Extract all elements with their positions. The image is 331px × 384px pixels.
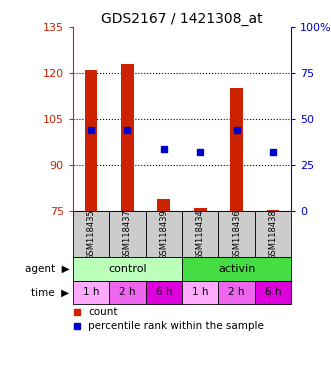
FancyBboxPatch shape bbox=[182, 211, 218, 257]
Text: GSM118439: GSM118439 bbox=[159, 209, 168, 260]
Bar bbox=[158, 199, 170, 211]
Text: count: count bbox=[88, 308, 118, 318]
Bar bbox=[85, 70, 97, 211]
FancyBboxPatch shape bbox=[146, 211, 182, 257]
Text: GSM118434: GSM118434 bbox=[196, 209, 205, 260]
Text: GSM118438: GSM118438 bbox=[268, 209, 278, 260]
FancyBboxPatch shape bbox=[73, 281, 109, 304]
Text: control: control bbox=[108, 264, 147, 274]
FancyBboxPatch shape bbox=[73, 257, 182, 281]
FancyBboxPatch shape bbox=[182, 257, 291, 281]
Bar bbox=[267, 210, 279, 211]
Bar bbox=[194, 208, 207, 211]
FancyBboxPatch shape bbox=[255, 281, 291, 304]
Text: GSM118436: GSM118436 bbox=[232, 209, 241, 260]
FancyBboxPatch shape bbox=[109, 211, 146, 257]
FancyBboxPatch shape bbox=[182, 281, 218, 304]
FancyBboxPatch shape bbox=[146, 281, 182, 304]
FancyBboxPatch shape bbox=[73, 211, 109, 257]
Text: activin: activin bbox=[218, 264, 255, 274]
Text: 2 h: 2 h bbox=[228, 287, 245, 297]
Text: GSM118437: GSM118437 bbox=[123, 209, 132, 260]
Text: GSM118435: GSM118435 bbox=[86, 209, 96, 260]
FancyBboxPatch shape bbox=[109, 281, 146, 304]
Text: time  ▶: time ▶ bbox=[31, 287, 70, 297]
Bar bbox=[230, 88, 243, 211]
FancyBboxPatch shape bbox=[218, 211, 255, 257]
Text: 1 h: 1 h bbox=[83, 287, 99, 297]
Text: agent  ▶: agent ▶ bbox=[25, 264, 70, 274]
Text: 6 h: 6 h bbox=[156, 287, 172, 297]
Bar bbox=[121, 64, 134, 211]
FancyBboxPatch shape bbox=[255, 211, 291, 257]
Text: percentile rank within the sample: percentile rank within the sample bbox=[88, 321, 264, 331]
FancyBboxPatch shape bbox=[218, 281, 255, 304]
Text: 2 h: 2 h bbox=[119, 287, 136, 297]
Title: GDS2167 / 1421308_at: GDS2167 / 1421308_at bbox=[101, 12, 263, 26]
Text: 1 h: 1 h bbox=[192, 287, 209, 297]
Text: 6 h: 6 h bbox=[265, 287, 281, 297]
